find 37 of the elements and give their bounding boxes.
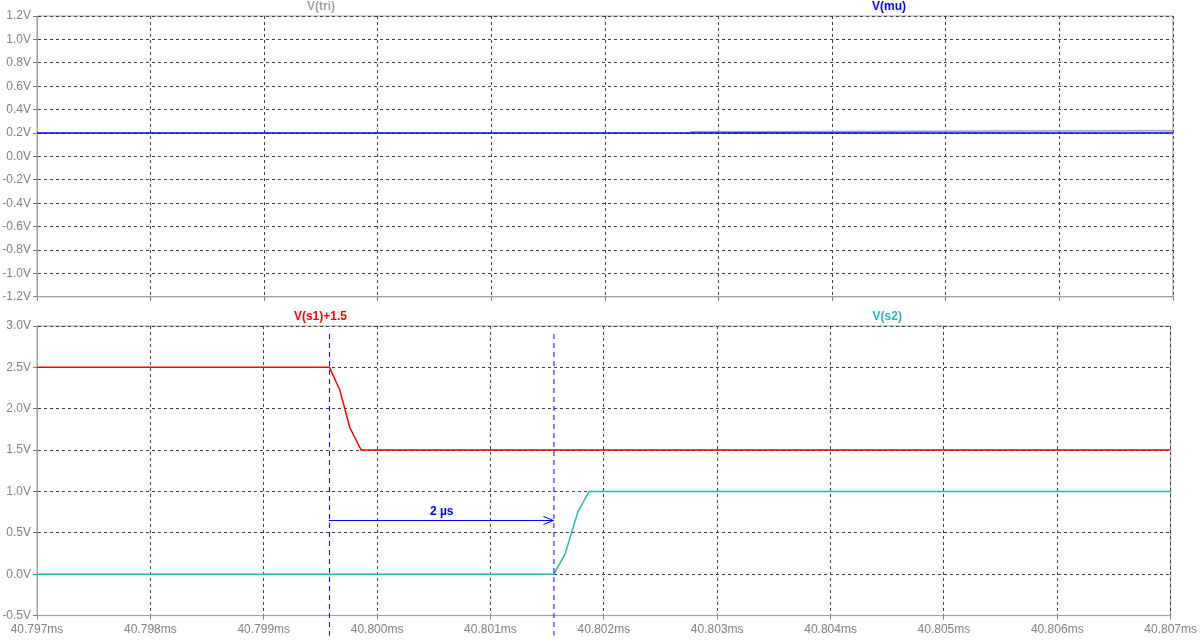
y-tick-label: 0.2V [6,125,31,140]
y-tick-label: 1.2V [6,8,31,23]
text: V(mu) [872,0,906,14]
y-tick-label: 0.6V [6,78,31,93]
y-tick-label: 0.0V [6,566,31,581]
y-tick-label: 2.0V [6,401,31,416]
y-tick-label: -1.0V [2,265,31,280]
text: V(tri) [307,0,335,14]
y-tick-label: -0.5V [2,607,31,622]
y-tick-label: -0.6V [2,218,31,233]
y-tick-label: -0.4V [2,195,31,210]
x-tick-label: 40.797ms [10,622,64,637]
y-tick-label: 0.8V [6,55,31,70]
x-tick-label: 40.801ms [464,622,517,637]
x-tick-label: 40.807ms [1144,622,1197,637]
text: V(s1)+1.5 [293,309,348,324]
x-tick-label: 40.805ms [917,622,971,637]
y-tick-label: 1.5V [6,442,31,457]
x-tick-label: 40.802ms [577,622,631,637]
annotation: 2 µs [429,504,454,519]
y-tick-label: 2.5V [6,359,31,374]
x-tick-label: 40.804ms [804,622,857,637]
text: V(s2) [872,309,902,324]
x-tick-label: 40.798ms [124,622,177,637]
x-tick-label: 40.799ms [237,622,291,637]
y-tick-label: 0.0V [6,148,31,163]
y-tick-label: -1.2V [2,289,31,304]
x-tick-label: 40.806ms [1030,622,1084,637]
y-tick-label: 0.4V [6,101,31,116]
x-tick-label: 40.800ms [350,622,404,637]
y-tick-label: 1.0V [6,483,31,498]
y-tick-label: -0.2V [2,172,31,187]
y-tick-label: 1.0V [6,31,31,46]
y-tick-label: -0.8V [2,242,31,257]
y-tick-label: 0.5V [6,525,31,540]
y-tick-label: 3.0V [6,318,31,333]
x-tick-label: 40.803ms [690,622,744,637]
